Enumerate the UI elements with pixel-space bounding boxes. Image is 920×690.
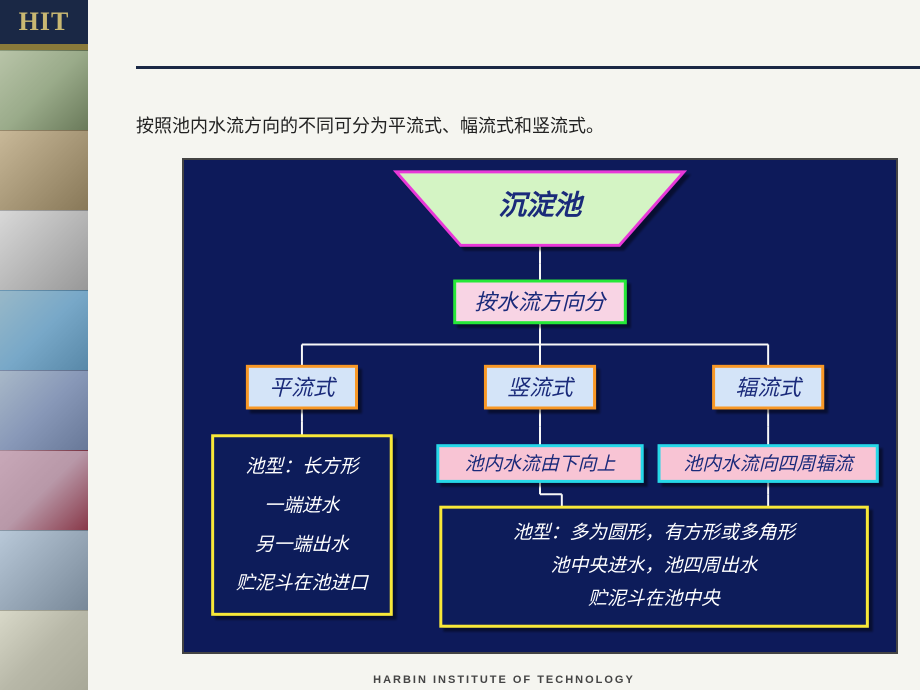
- svg-text:贮泥斗在池中央: 贮泥斗在池中央: [588, 589, 721, 610]
- sedimentation-flowchart: 沉淀池按水流方向分平流式 竖流式 辐流式池型：长方形一端进水另一端出水贮泥斗在池进口…: [182, 158, 898, 654]
- svg-text:池内水流向四周辐流: 池内水流向四周辐流: [683, 454, 856, 475]
- campus-photo: [0, 50, 88, 130]
- slide-content: 按照池内水流方向的不同可分为平流式、幅流式和竖流式。 沉淀池按水流方向分平流式 竖…: [88, 0, 920, 690]
- svg-text:另一端出水: 另一端出水: [255, 534, 350, 555]
- campus-photo: [0, 450, 88, 530]
- svg-text:池中央进水，池四周出水: 池中央进水，池四周出水: [551, 556, 759, 577]
- svg-text:池型：多为圆形，有方形或多角形: 池型：多为圆形，有方形或多角形: [513, 523, 798, 544]
- svg-text:沉淀池: 沉淀池: [498, 189, 585, 221]
- sidebar-photo-strip: HIT: [0, 0, 88, 690]
- campus-photo: [0, 210, 88, 290]
- campus-photo: [0, 130, 88, 210]
- svg-text:按水流方向分: 按水流方向分: [475, 290, 608, 314]
- institute-footer: HARBIN INSTITUTE OF TECHNOLOGY: [88, 674, 920, 686]
- campus-photo: [0, 370, 88, 450]
- campus-photo: [0, 290, 88, 370]
- svg-text:一端进水: 一端进水: [264, 495, 340, 516]
- svg-text:池型：长方形: 池型：长方形: [245, 457, 360, 478]
- svg-text:平流式: 平流式: [269, 376, 338, 400]
- svg-text:辐流式: 辐流式: [735, 376, 804, 400]
- svg-text:竖流式: 竖流式: [507, 376, 576, 400]
- header-rule: [136, 66, 920, 69]
- hit-logo: HIT: [0, 0, 88, 44]
- svg-text:池内水流由下向上: 池内水流由下向上: [465, 454, 617, 475]
- campus-photo: [0, 610, 88, 690]
- svg-text:贮泥斗在池进口: 贮泥斗在池进口: [236, 573, 369, 594]
- campus-photo: [0, 530, 88, 610]
- flowchart-svg: 沉淀池按水流方向分平流式 竖流式 辐流式池型：长方形一端进水另一端出水贮泥斗在池进口…: [184, 160, 896, 652]
- campus-photos: [0, 50, 88, 690]
- intro-sentence: 按照池内水流方向的不同可分为平流式、幅流式和竖流式。: [136, 112, 604, 138]
